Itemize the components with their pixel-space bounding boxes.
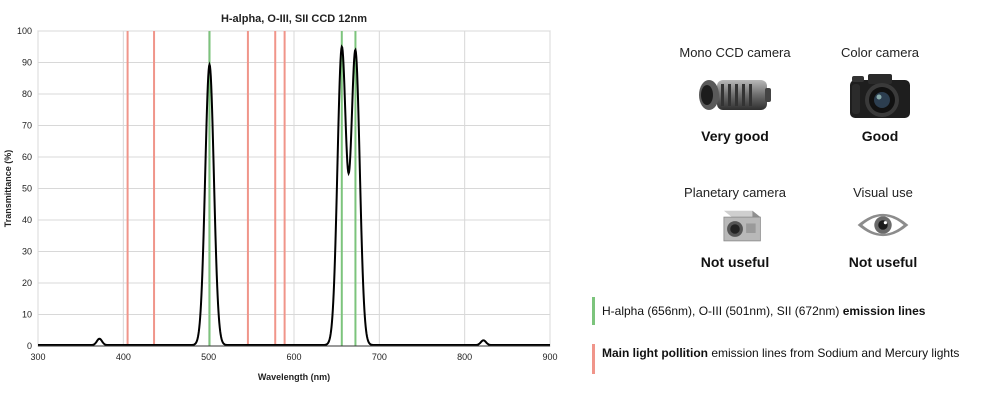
legend-emission-lines: H-alpha (656nm), O-III (501nm), SII (672… — [592, 297, 972, 325]
x-tick-label: 500 — [201, 352, 216, 362]
x-tick-label: 600 — [286, 352, 301, 362]
x-tick-label: 400 — [116, 352, 131, 362]
legend-pollution-bold: Main light pollition — [602, 346, 708, 360]
transmittance-chart: 0 10 20 30 40 50 60 70 80 90 100 300 400 500 600 700 800… — [3, 13, 558, 382]
y-tick-label: 70 — [22, 121, 32, 131]
camera-rating: Not useful — [700, 254, 770, 270]
legend-light-pollution: Main light pollition emission lines from… — [592, 344, 972, 374]
legend-emission-bold: emission lines — [842, 304, 926, 318]
camera-color: Color camera Good — [800, 44, 960, 144]
dslr-camera-icon — [850, 74, 910, 118]
chart-title: H-alpha, O-III, SII CCD 12nm — [221, 13, 367, 25]
planetary-camera-icon — [723, 210, 761, 242]
y-tick-label: 40 — [22, 215, 32, 225]
legend-emission-normal: H-alpha (656nm), O-III (501nm), SII (672… — [602, 304, 843, 318]
x-tick-label: 900 — [542, 352, 557, 362]
y-tick-label: 0 — [27, 341, 32, 351]
y-tick-label: 100 — [17, 26, 32, 36]
legend-pollution-normal: emission lines from Sodium and Mercury l… — [707, 346, 960, 360]
legend-pollution-text: Main light pollition emission lines from… — [602, 347, 967, 360]
x-tick-label: 300 — [30, 352, 45, 362]
y-tick-label: 60 — [22, 152, 32, 162]
x-axis-title: Wavelength (nm) — [258, 372, 330, 382]
mono-ccd-camera-icon — [699, 80, 771, 110]
camera-rating: Not useful — [848, 254, 918, 270]
y-tick-label: 50 — [22, 184, 32, 194]
camera-name: Planetary camera — [684, 185, 786, 200]
camera-planetary: Planetary camera Not useful — [655, 184, 815, 270]
y-tick-label: 10 — [22, 310, 32, 320]
legend-emission-swatch — [592, 297, 595, 325]
camera-rating: Very good — [701, 128, 769, 144]
camera-visual: Visual use Not useful — [803, 184, 963, 270]
y-tick-label: 30 — [22, 247, 32, 257]
camera-rating: Good — [861, 128, 899, 144]
camera-name: Color camera — [840, 45, 920, 60]
chart-svg: 0 10 20 30 40 50 60 70 80 90 100 300 400 500 600 700 800… — [3, 13, 558, 382]
y-tick-label: 20 — [22, 278, 32, 288]
camera-mono-ccd: Mono CCD camera Very good — [655, 44, 815, 144]
y-axis-title: Transmittance (%) — [3, 150, 13, 228]
x-tick-label: 700 — [372, 352, 387, 362]
y-tick-label: 80 — [22, 89, 32, 99]
camera-name: Visual use — [853, 185, 913, 200]
transmission-curve — [38, 44, 550, 347]
legend-pollution-swatch — [592, 344, 595, 374]
camera-name: Mono CCD camera — [679, 45, 791, 60]
eye-icon — [857, 213, 909, 237]
x-tick-label: 800 — [457, 352, 472, 362]
legend-emission-text: H-alpha (656nm), O-III (501nm), SII (672… — [602, 305, 925, 318]
y-tick-label: 90 — [22, 58, 32, 68]
